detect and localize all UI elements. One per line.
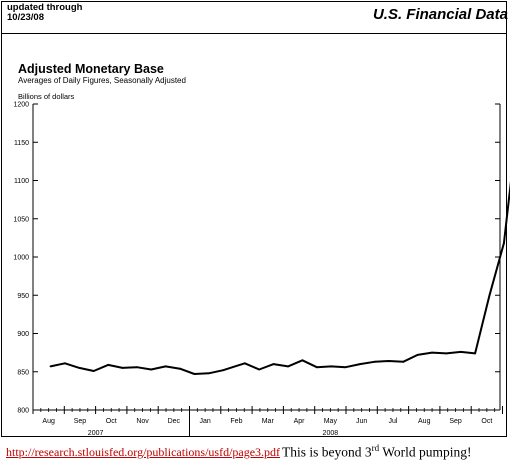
data-point [344,366,347,369]
data-point [503,242,505,245]
data-point [474,352,476,355]
y-tick-label: 900 [17,331,29,338]
commentary-text-end: World pumping! [379,444,472,460]
commentary-note: This is beyond 3rd World pumping! [282,443,472,461]
commentary-superscript: rd [371,443,380,453]
y-tick-label: 1000 [13,255,29,262]
data-point [121,367,124,369]
x-month-label: Mar [262,418,275,425]
data-point [258,368,261,371]
x-month-label: Jul [388,418,397,425]
commentary-text: This is beyond 3 [282,444,372,460]
data-point [387,360,390,362]
data-point [193,373,196,375]
data-point [431,351,433,354]
data-point [315,366,318,369]
header-divider [1,33,506,34]
x-month-label: Nov [136,418,149,425]
y-tick-label: 850 [17,369,29,376]
x-month-label: Oct [106,418,117,425]
data-point [416,354,419,356]
data-point [64,362,66,365]
data-point [78,367,81,369]
y-tick-label: 1150 [14,140,29,147]
data-point [402,360,405,363]
data-point [150,368,153,371]
data-point [272,363,275,365]
x-month-label: Jun [356,418,367,425]
y-tick-label: 800 [17,408,29,415]
source-link[interactable]: http://research.stlouisfed.org/publicati… [6,445,281,459]
x-year-label: 2008 [323,430,339,437]
data-point [359,363,361,365]
line-chart: 800 850 900 950 1000 1050 1100 1150 1200 Aug Sep Oc… [13,102,510,437]
data-point [164,365,167,368]
x-month-label: Aug [42,418,55,425]
data-point [488,294,491,297]
y-tick-label: 950 [17,293,29,300]
data-point [207,372,210,375]
x-month-label: Aug [418,418,431,425]
x-month-label: Dec [168,418,181,425]
data-point [301,359,304,362]
y-tick-label: 1050 [13,216,29,223]
data-point [92,370,95,372]
data-point [287,365,289,368]
x-month-label: Apr [294,418,306,425]
x-month-label: Sep [74,418,87,425]
data-point [107,364,109,366]
y-axis-unit-label: Billions of dollars [18,92,75,101]
data-point [243,362,246,365]
data-point [373,360,376,363]
x-month-label: Oct [481,418,492,425]
updated-through-label: updated through 10/23/08 [7,2,83,23]
x-month-label: Sep [449,418,462,425]
x-month-label: May [324,418,338,425]
data-point [330,365,333,368]
data-point [445,352,448,355]
data-point [236,364,239,367]
x-month-label: Feb [230,418,242,425]
chart-subtitle: Averages of Daily Figures, Seasonally Ad… [18,76,186,85]
data-point [49,365,52,368]
data-point [179,367,181,370]
y-tick-label: 1100 [14,178,29,185]
y-tick-label: 1200 [13,102,29,109]
x-year-label: 2007 [88,430,104,437]
data-point [459,351,462,353]
series-line [50,180,510,375]
x-month-label: Jan [200,418,211,425]
footer-bar: http://research.stlouisfed.org/publicati… [0,439,510,463]
chart-title: Adjusted Monetary Base [18,62,164,76]
data-point [222,369,225,372]
publication-title: U.S. Financial Data [372,6,508,23]
data-point [136,366,138,369]
